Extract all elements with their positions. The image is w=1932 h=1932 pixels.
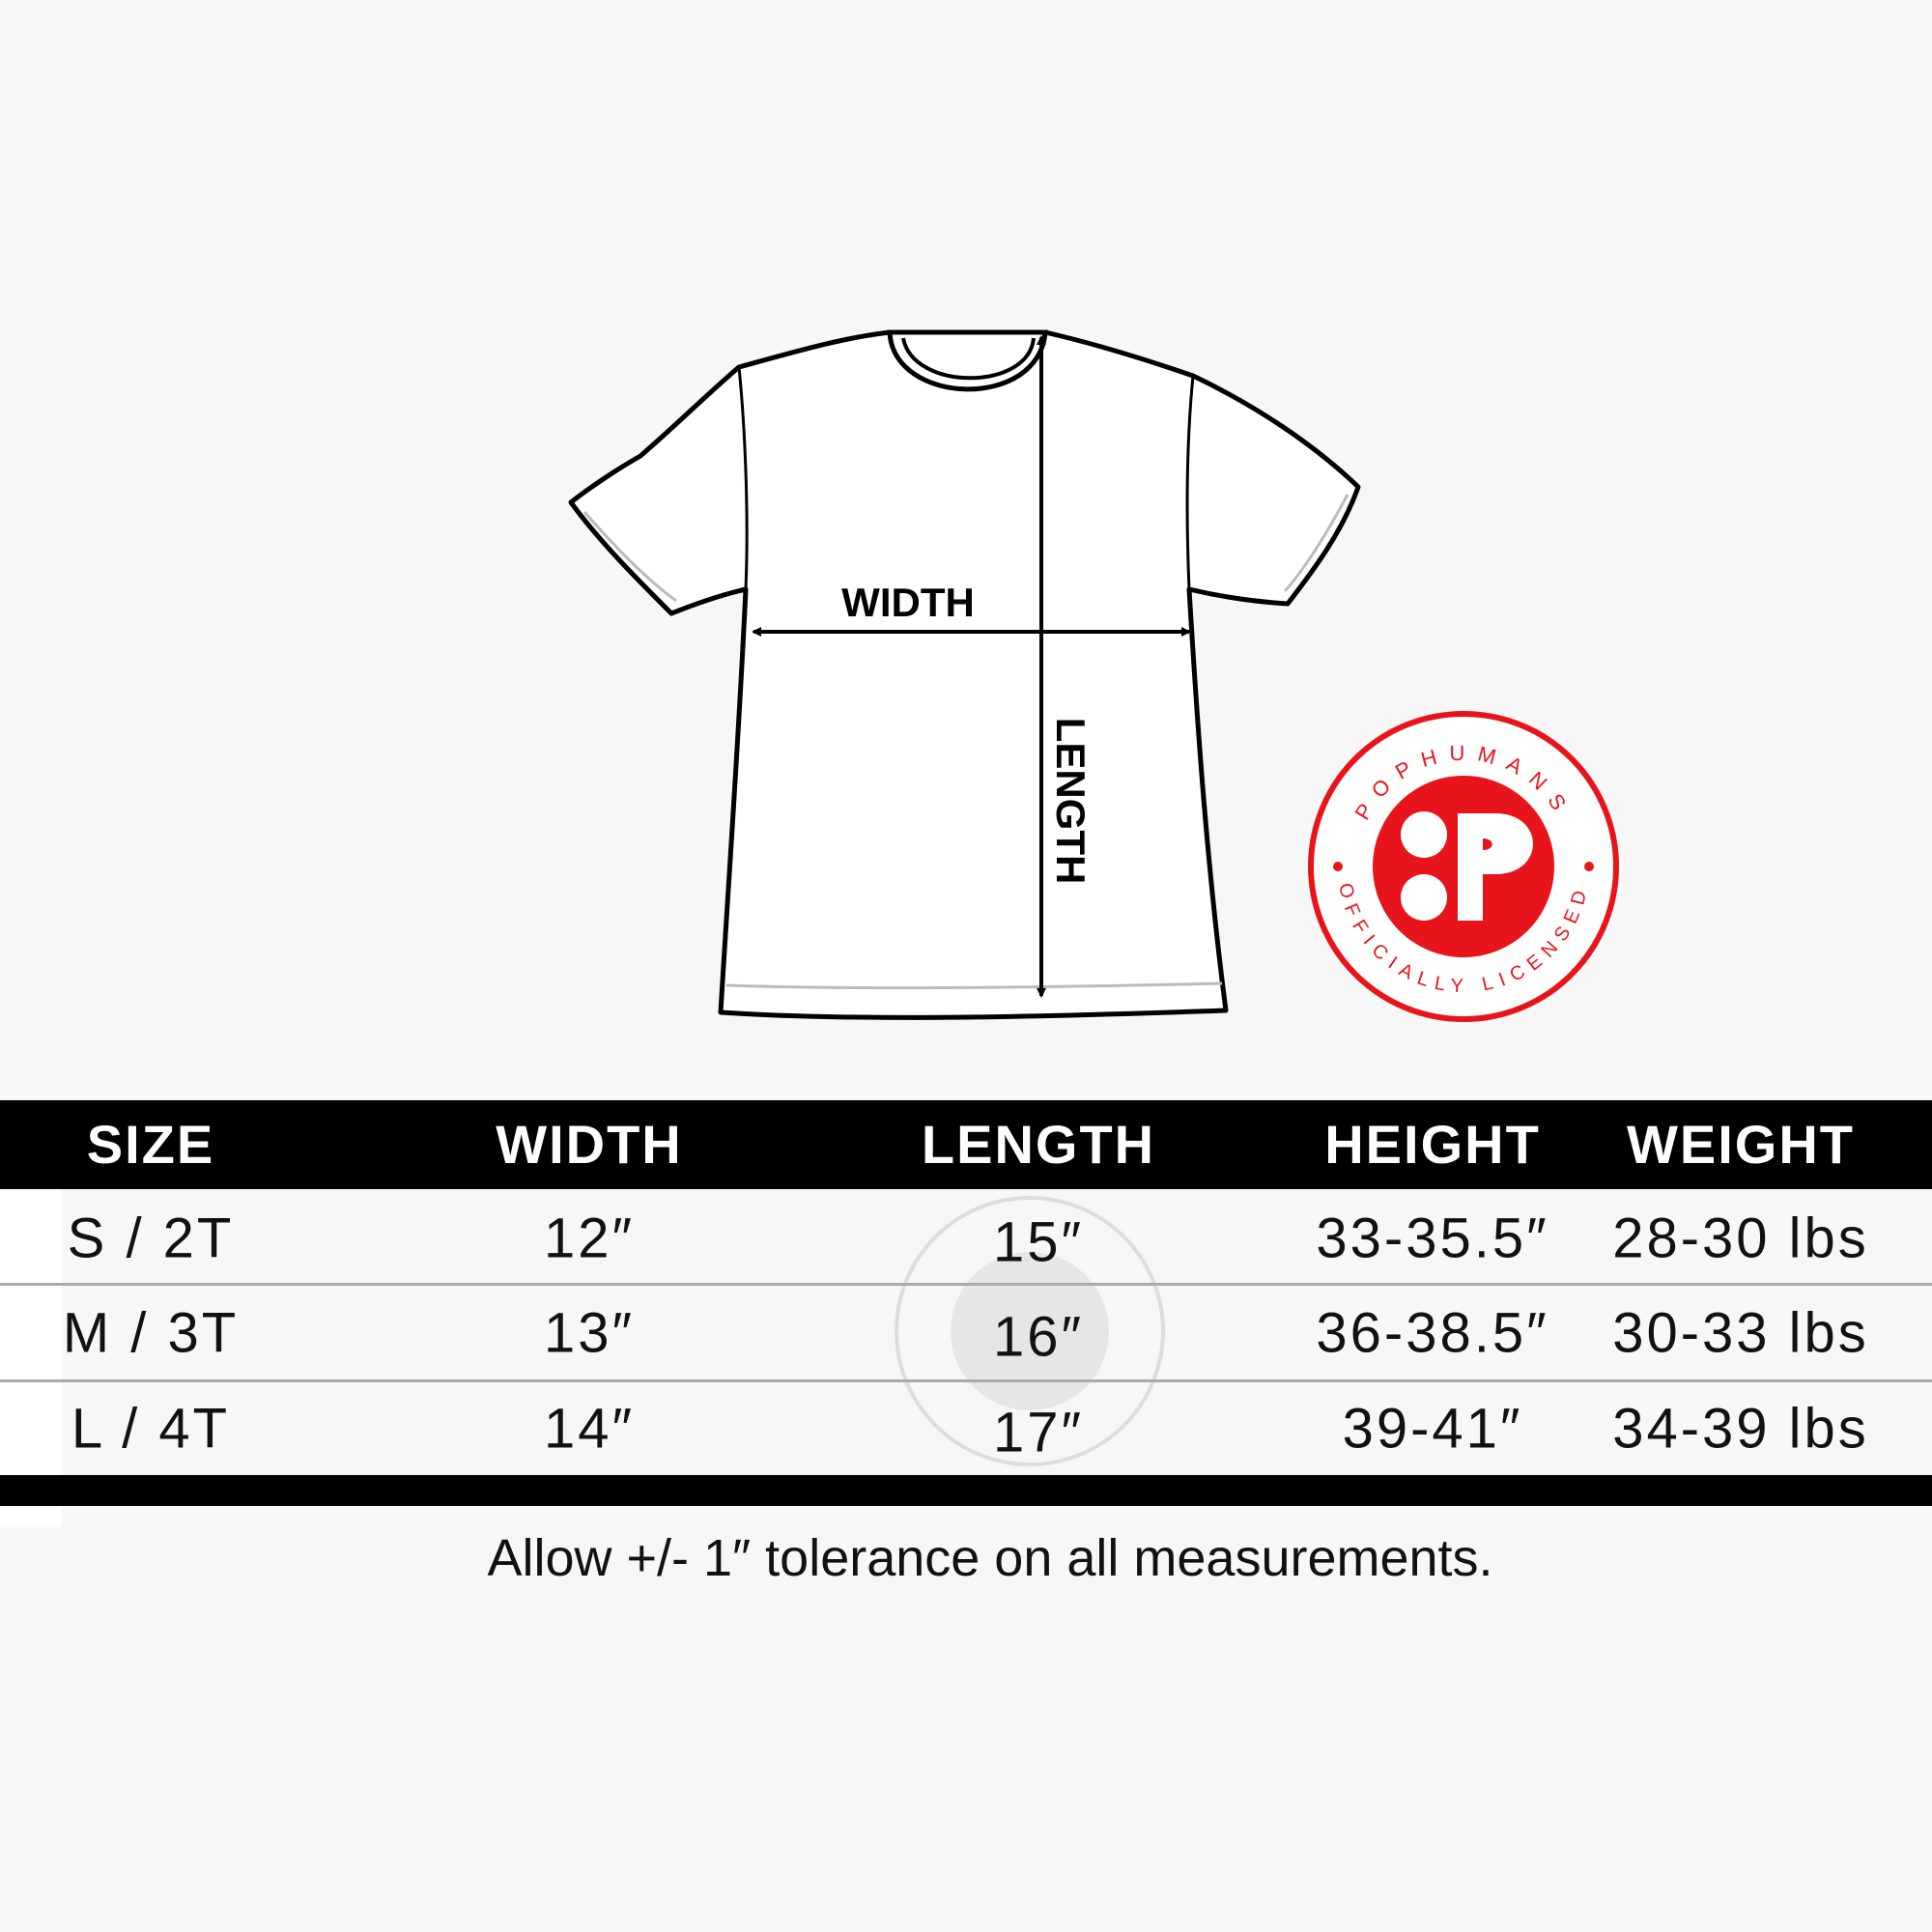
length-label: LENGTH — [1048, 718, 1094, 885]
cell-height: 36-38.5″ — [1316, 1301, 1549, 1365]
row-divider — [0, 1283, 1932, 1286]
cell-length: 16″ — [992, 1305, 1085, 1369]
cell-size: S / 2T — [67, 1207, 235, 1270]
cell-width: 14″ — [543, 1397, 636, 1461]
header-size: SIZE — [86, 1114, 215, 1175]
cell-width: 12″ — [543, 1207, 636, 1270]
cell-weight: 34-39 lbs — [1612, 1397, 1869, 1461]
cell-height: 39-41″ — [1342, 1397, 1523, 1461]
cell-length: 15″ — [992, 1210, 1085, 1274]
table-footer-bar — [0, 1475, 1932, 1506]
cell-weight: 28-30 lbs — [1612, 1207, 1869, 1270]
cell-length: 17″ — [992, 1401, 1085, 1464]
left-strip — [0, 1189, 62, 1527]
cell-weight: 30-33 lbs — [1612, 1301, 1869, 1365]
cell-height: 33-35.5″ — [1316, 1207, 1549, 1270]
header-width: WIDTH — [496, 1114, 683, 1175]
tolerance-note: Allow +/- 1″ tolerance on all measuremen… — [487, 1529, 1493, 1587]
cell-size: L / 4T — [71, 1397, 231, 1461]
cell-width: 13″ — [543, 1301, 636, 1365]
width-label: WIDTH — [841, 580, 975, 625]
header-height: HEIGHT — [1324, 1114, 1541, 1175]
cell-size: M / 3T — [62, 1301, 240, 1365]
header-length: LENGTH — [921, 1114, 1156, 1175]
row-divider — [0, 1379, 1932, 1382]
table-header-bar — [0, 1100, 1932, 1189]
officially-licensed-logo: POPHUMANS OFFICIALLY LICENSED — [1308, 711, 1619, 1022]
header-weight: WEIGHT — [1627, 1114, 1855, 1175]
